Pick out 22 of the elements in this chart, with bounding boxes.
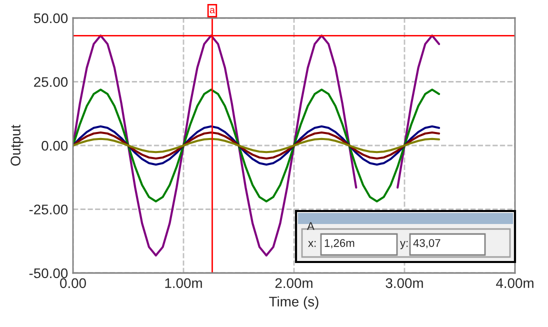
annotation: 43,07 <box>413 239 440 248</box>
x-tick-label: 2.00m <box>275 278 312 288</box>
annotation: x: <box>308 241 316 247</box>
line-series <box>73 138 440 154</box>
x-tick-label: 1.00m <box>165 278 202 288</box>
line-series <box>73 131 440 160</box>
y-tick-label: 50.00 <box>34 13 68 24</box>
line-series <box>73 88 440 202</box>
x-axis-title: Time (s) <box>269 296 318 310</box>
x-tick-label: 3.00m <box>386 278 423 288</box>
annotation: A <box>307 222 314 230</box>
x-tick-label: 0.00 <box>60 278 86 288</box>
y-axis-title: Output <box>10 124 24 166</box>
y-tick-label: -25.00 <box>29 204 68 214</box>
ref-line-label: a <box>210 8 215 14</box>
y-tick-label: -50.00 <box>29 268 68 278</box>
annotation: 1,26m <box>324 239 354 248</box>
y-tick-label: 25.00 <box>34 77 68 87</box>
annotation: y: <box>400 241 408 250</box>
y-tick-label: 0.00 <box>42 140 68 151</box>
x-tick-label: 4.00m <box>496 278 534 288</box>
line-series <box>73 125 440 166</box>
